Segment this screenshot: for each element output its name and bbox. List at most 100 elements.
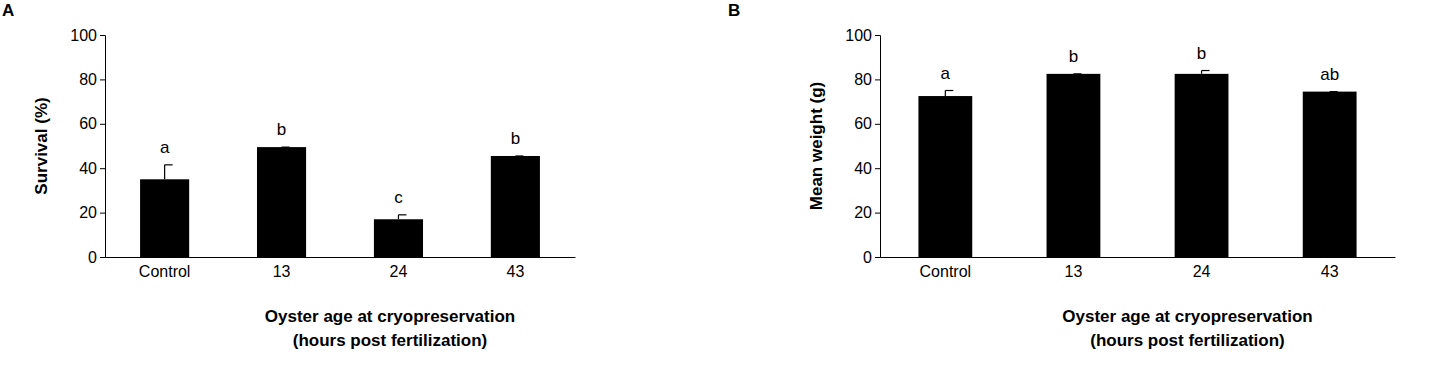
y-tick-label: 20 bbox=[79, 204, 97, 221]
y-tick-mark bbox=[100, 35, 105, 36]
bar bbox=[1175, 74, 1229, 257]
x-tick-label: 24 bbox=[1193, 263, 1211, 280]
y-tick-mark bbox=[875, 213, 880, 214]
x-tick: Control bbox=[920, 257, 972, 280]
annotation: b bbox=[1197, 44, 1206, 63]
y-tick-mark bbox=[875, 168, 880, 169]
x-tick-label: 24 bbox=[390, 263, 408, 280]
y-axis: 0 20 40 60 80 100 bbox=[845, 27, 880, 266]
x-axis-title: (hours post fertilization) bbox=[293, 331, 488, 350]
error-cap bbox=[1202, 70, 1210, 71]
error-bar bbox=[282, 147, 290, 148]
error-cap bbox=[1073, 73, 1081, 74]
annotation: ab bbox=[1320, 65, 1339, 84]
error-cap bbox=[1330, 91, 1338, 92]
x-tick-label: Control bbox=[139, 263, 191, 280]
y-tick-mark bbox=[875, 79, 880, 80]
error-bar bbox=[398, 215, 406, 219]
panel: a b c b 0 20 40 60 80 100 Control 13 24 43 A Survival (… bbox=[2, 1, 576, 350]
x-axis-line bbox=[106, 257, 576, 258]
x-tick-label: 43 bbox=[1321, 263, 1339, 280]
annotation: a bbox=[160, 138, 170, 157]
error-bar bbox=[165, 165, 173, 179]
y-tick-mark bbox=[875, 257, 880, 258]
annotation: c bbox=[394, 188, 403, 207]
y-tick-label: 100 bbox=[845, 27, 872, 44]
error-bar bbox=[945, 91, 953, 97]
x-tick: 24 bbox=[390, 257, 408, 280]
x-axis: Control 13 24 43 bbox=[106, 257, 576, 280]
y-tick: 60 bbox=[79, 115, 105, 132]
y-tick: 60 bbox=[854, 115, 880, 132]
panel-title: A bbox=[2, 1, 14, 20]
bar bbox=[257, 147, 306, 257]
y-tick-mark bbox=[100, 124, 105, 125]
y-tick-label: 80 bbox=[79, 71, 97, 88]
y-tick: 80 bbox=[854, 71, 880, 88]
annotation: b bbox=[511, 129, 520, 148]
annotation: b bbox=[1069, 47, 1078, 66]
x-axis-title: (hours post fertilization) bbox=[1090, 331, 1285, 350]
y-tick-mark bbox=[100, 79, 105, 80]
y-tick: 40 bbox=[854, 160, 880, 177]
x-axis-title: Oyster age at cryopreservation bbox=[265, 307, 515, 326]
y-tick: 20 bbox=[854, 204, 880, 221]
y-tick-label: 80 bbox=[854, 71, 872, 88]
plot-area bbox=[140, 147, 540, 257]
y-axis-title: Mean weight (g) bbox=[807, 82, 826, 210]
x-tick-label: 43 bbox=[506, 263, 524, 280]
error-bar bbox=[1330, 91, 1338, 92]
y-tick: 0 bbox=[88, 249, 105, 266]
y-tick-label: 40 bbox=[79, 160, 97, 177]
x-tick: 13 bbox=[1065, 257, 1083, 280]
y-tick-mark bbox=[100, 257, 105, 258]
bar bbox=[1047, 74, 1101, 257]
annotation: b bbox=[277, 120, 286, 139]
y-tick: 100 bbox=[70, 27, 105, 44]
error-stem bbox=[945, 91, 946, 97]
bar bbox=[918, 96, 972, 257]
error-bar bbox=[1202, 71, 1210, 74]
error-bar bbox=[1073, 73, 1081, 74]
y-tick-label: 100 bbox=[70, 27, 97, 44]
x-tick: Control bbox=[139, 257, 191, 280]
y-axis-line bbox=[100, 36, 106, 258]
bar bbox=[1303, 92, 1357, 257]
y-tick-mark bbox=[100, 213, 105, 214]
y-tick-label: 60 bbox=[79, 115, 97, 132]
x-tick-label: 13 bbox=[273, 263, 291, 280]
x-tick: 24 bbox=[1193, 257, 1211, 280]
bar bbox=[140, 179, 189, 257]
y-tick: 40 bbox=[79, 160, 105, 177]
y-tick: 80 bbox=[79, 71, 105, 88]
error-cap bbox=[398, 214, 406, 215]
y-tick: 100 bbox=[845, 27, 880, 44]
y-tick-mark bbox=[875, 35, 880, 36]
error-cap bbox=[945, 90, 953, 91]
x-tick: 43 bbox=[506, 257, 524, 280]
x-axis-line bbox=[881, 257, 1396, 258]
y-tick-label: 0 bbox=[863, 249, 872, 266]
y-tick: 20 bbox=[79, 204, 105, 221]
figure: abcb020406080100Control132443ASurvival (… bbox=[0, 0, 1437, 372]
plot-area bbox=[918, 71, 1356, 257]
y-tick-mark bbox=[875, 124, 880, 125]
panel-title: B bbox=[728, 1, 740, 20]
error-stem bbox=[398, 215, 399, 219]
y-axis-line bbox=[875, 36, 881, 258]
error-cap bbox=[165, 164, 173, 165]
error-cap bbox=[282, 147, 290, 148]
x-tick-label: Control bbox=[920, 263, 972, 280]
x-axis: Control 13 24 43 bbox=[881, 257, 1396, 280]
bar bbox=[491, 156, 540, 257]
y-tick: 0 bbox=[863, 249, 880, 266]
y-tick-label: 60 bbox=[854, 115, 872, 132]
x-axis-title: Oyster age at cryopreservation bbox=[1062, 307, 1312, 326]
y-axis-title: Survival (%) bbox=[32, 97, 51, 194]
y-axis: 0 20 40 60 80 100 bbox=[70, 27, 105, 266]
x-tick: 43 bbox=[1321, 257, 1339, 280]
y-tick-label: 0 bbox=[88, 249, 97, 266]
y-tick-label: 40 bbox=[854, 160, 872, 177]
y-tick-mark bbox=[100, 168, 105, 169]
error-stem bbox=[164, 165, 165, 179]
